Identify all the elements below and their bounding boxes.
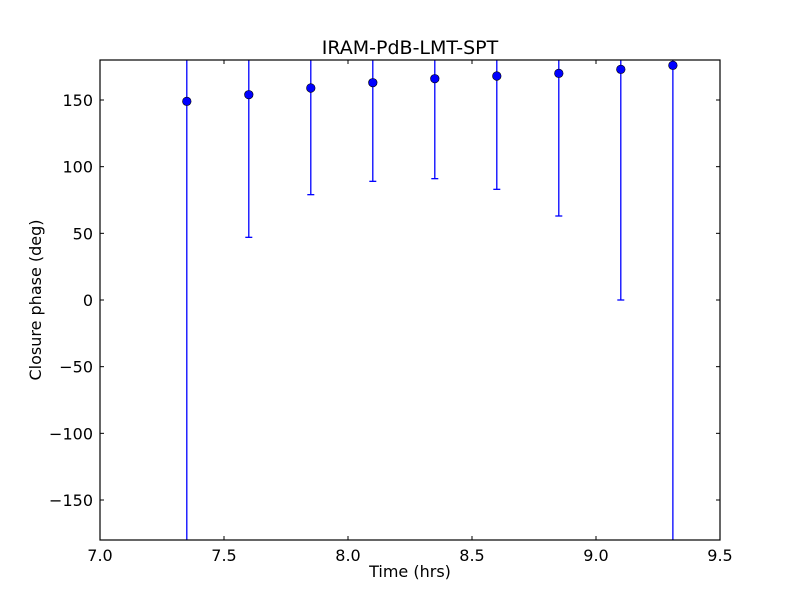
y-tick-label: −50 (59, 358, 93, 377)
y-tick-label: 150 (62, 91, 93, 110)
y-tick-label: 0 (83, 291, 93, 310)
x-tick-label: 7.5 (211, 546, 236, 565)
data-point (492, 71, 502, 81)
data-point (430, 74, 440, 84)
data-point (368, 78, 378, 88)
y-tick-label: −150 (49, 491, 93, 510)
data-layer (182, 60, 678, 540)
data-point (616, 64, 626, 74)
chart-title: IRAM-PdB-LMT-SPT (322, 37, 499, 59)
data-point (306, 83, 316, 93)
y-tick-label: 50 (73, 224, 93, 243)
y-tick-label: −100 (49, 424, 93, 443)
x-tick-label: 7.0 (87, 546, 112, 565)
x-tick-label: 9.5 (707, 546, 732, 565)
x-tick-label: 9.0 (583, 546, 608, 565)
x-tick-label: 8.5 (459, 546, 484, 565)
x-axis-label: Time (hrs) (368, 562, 451, 581)
data-point (182, 96, 192, 106)
y-tick-label: 100 (62, 158, 93, 177)
x-tick-label: 8.0 (335, 546, 360, 565)
y-axis-label: Closure phase (deg) (26, 219, 45, 380)
plot-area: 7.0 7.5 8.0 8.5 9.0 9.5 −150 −100 −50 0 50 100 150 (49, 59, 733, 565)
data-point (554, 68, 564, 78)
data-point (668, 60, 678, 70)
data-point (244, 90, 254, 100)
